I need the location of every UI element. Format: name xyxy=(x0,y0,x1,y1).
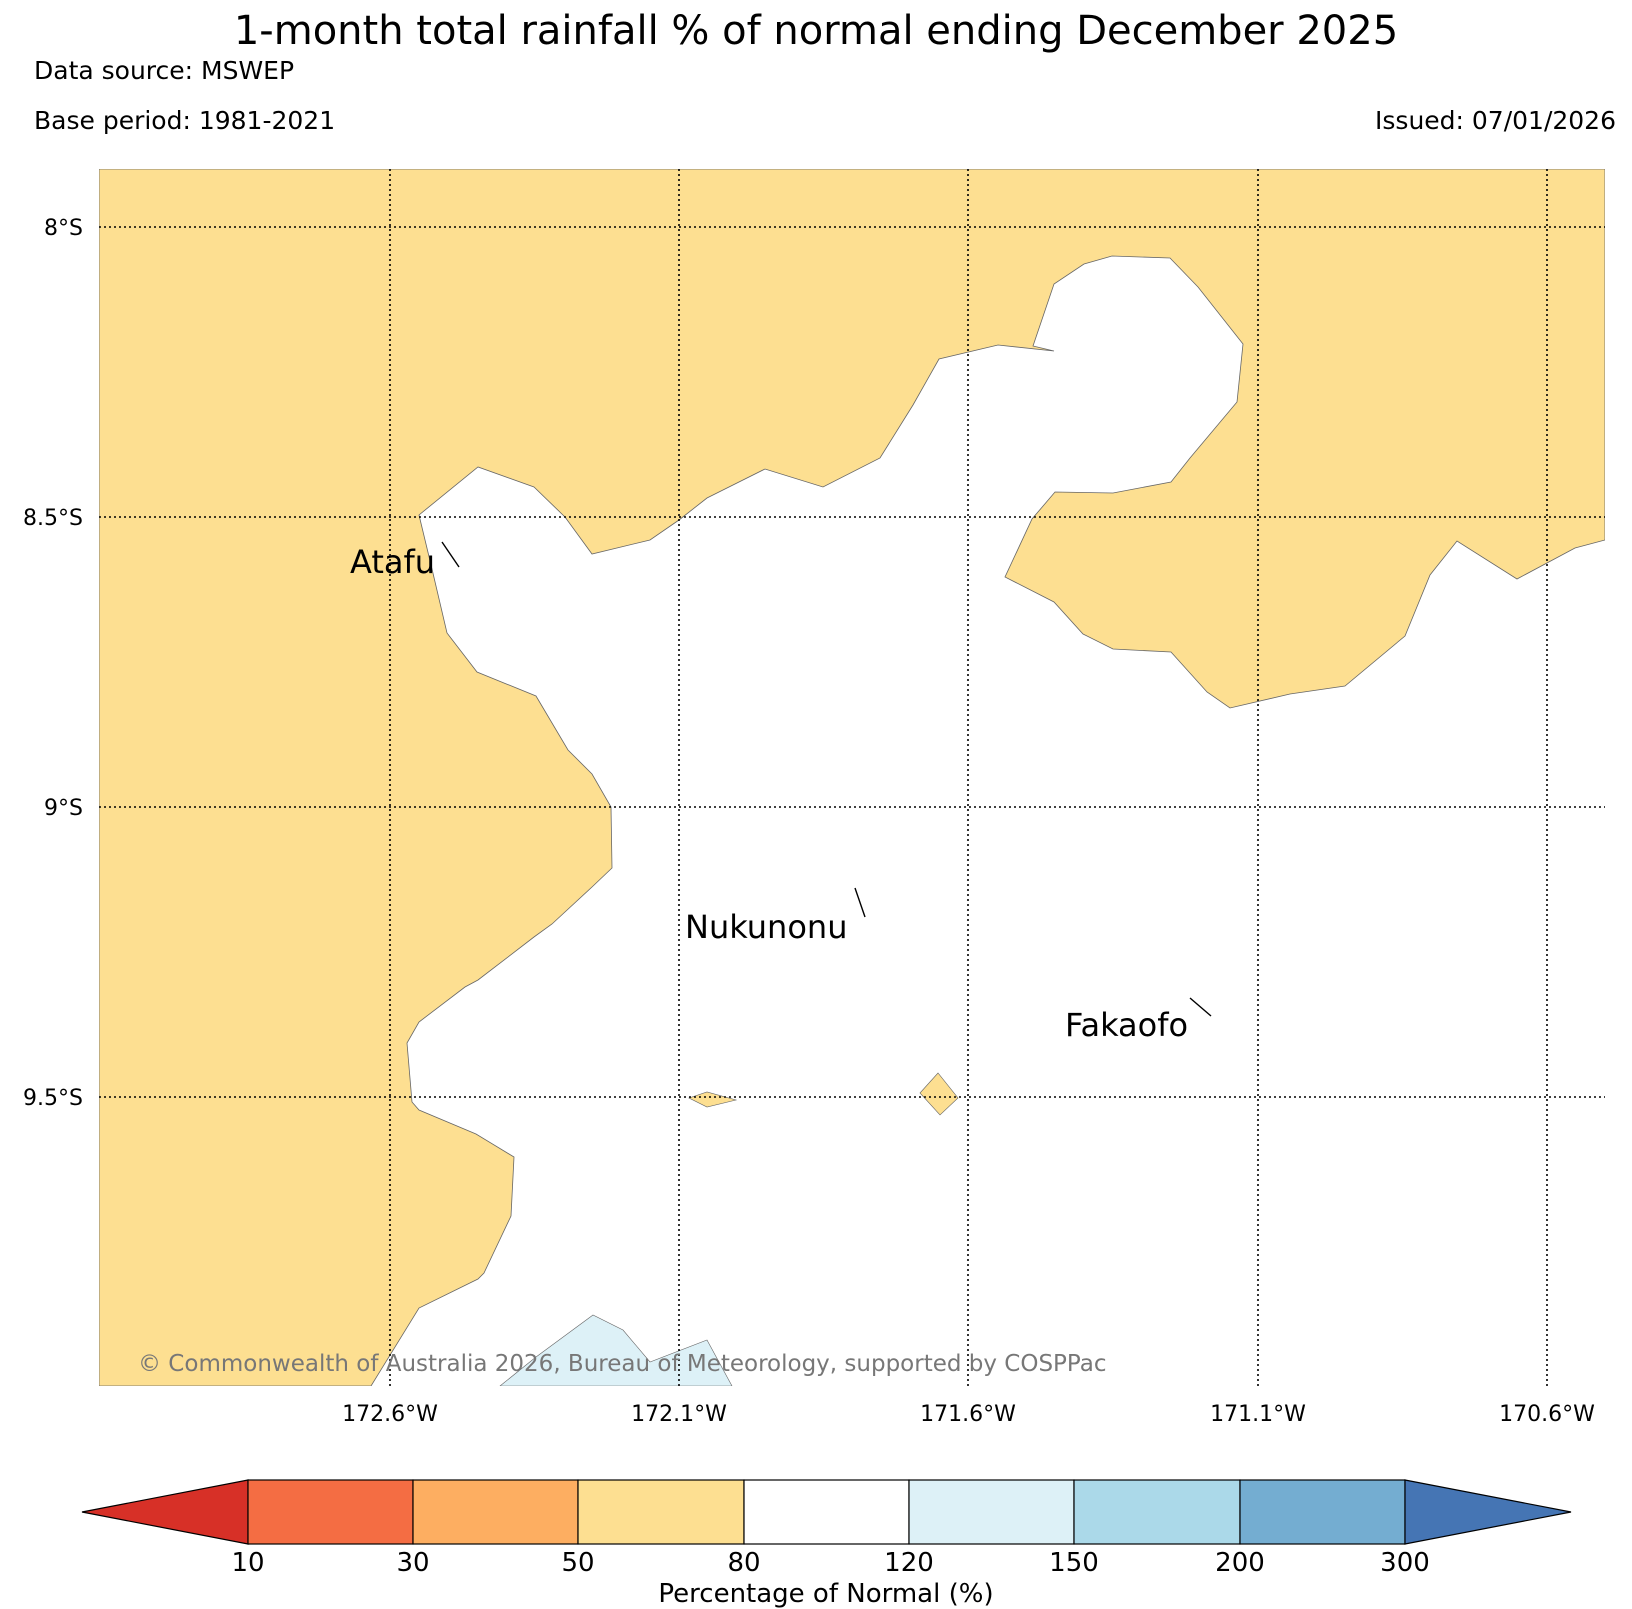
map-title: 1-month total rainfall % of normal endin… xyxy=(233,8,1399,54)
atafu-leader-line xyxy=(441,541,460,568)
colorbar-segment-10-30 xyxy=(247,1479,414,1545)
colorbar-segment-30-50 xyxy=(412,1479,579,1545)
colorbar-segment-150-200 xyxy=(1073,1479,1241,1545)
place-label-fakaofo: Fakaofo xyxy=(1065,1006,1188,1044)
lat-label: 8.5°S xyxy=(23,506,83,531)
colorbar-tick: 200 xyxy=(1215,1548,1265,1578)
colorbar-segment-50-80 xyxy=(577,1479,745,1545)
colorbar-tick: 10 xyxy=(231,1548,264,1578)
issued-date-label: Issued: 07/01/2026 xyxy=(1375,106,1616,135)
lat-label: 9°S xyxy=(44,796,83,821)
colorbar-tick: 120 xyxy=(884,1548,934,1578)
copyright-notice: © Commonwealth of Australia 2026, Bureau… xyxy=(138,1351,1107,1377)
lon-label: 171.1°W xyxy=(1210,1402,1306,1427)
lon-label: 172.1°W xyxy=(631,1402,727,1427)
lon-label: 171.6°W xyxy=(920,1402,1016,1427)
fakaofo-leader-line xyxy=(1189,997,1212,1017)
band-120-150-region xyxy=(499,1314,733,1386)
lat-label: 9.5°S xyxy=(23,1086,83,1111)
colorbar-segment-200-300 xyxy=(1239,1479,1406,1545)
latitude-labels: 8°S 8.5°S 9°S 9.5°S xyxy=(23,216,83,1111)
band-50-80-region-west xyxy=(99,169,1605,1386)
nukunonu-leader-line xyxy=(854,887,866,918)
colorbar-segment-80-120 xyxy=(743,1479,910,1545)
place-label-atafu: Atafu xyxy=(350,543,435,581)
colorbar-label: Percentage of Normal (%) xyxy=(658,1579,993,1609)
lon-label: 170.6°W xyxy=(1499,1402,1595,1427)
gridlines xyxy=(99,169,1605,1386)
colorbar-segment-120-150 xyxy=(908,1479,1075,1545)
colorbar-low-arrow xyxy=(81,1479,249,1545)
place-label-nukunonu: Nukunonu xyxy=(685,908,847,946)
band-50-80-speck-2 xyxy=(919,1072,959,1116)
colorbar-tick: 30 xyxy=(396,1548,429,1578)
map-frame: Atafu Nukunonu Fakaofo © Commonwealth of… xyxy=(99,169,1605,1386)
base-period-label: Base period: 1981-2021 xyxy=(34,106,336,135)
data-source-label: Data source: MSWEP xyxy=(34,56,295,85)
lon-label: 172.6°W xyxy=(342,1402,438,1427)
lat-label: 8°S xyxy=(44,216,83,241)
colorbar-tick: 50 xyxy=(561,1548,594,1578)
colorbar-tick: 300 xyxy=(1380,1548,1430,1578)
colorbar-tick: 150 xyxy=(1049,1548,1099,1578)
colorbar-high-arrow xyxy=(1404,1479,1572,1545)
colorbar-ticks: 10 30 50 80 120 150 200 300 xyxy=(231,1548,1429,1578)
colorbar-tick: 80 xyxy=(727,1548,760,1578)
colorbar xyxy=(81,1479,1572,1545)
longitude-labels: 172.6°W 172.1°W 171.6°W 171.1°W 170.6°W xyxy=(342,1402,1595,1427)
band-50-80-speck-1 xyxy=(688,1091,738,1108)
